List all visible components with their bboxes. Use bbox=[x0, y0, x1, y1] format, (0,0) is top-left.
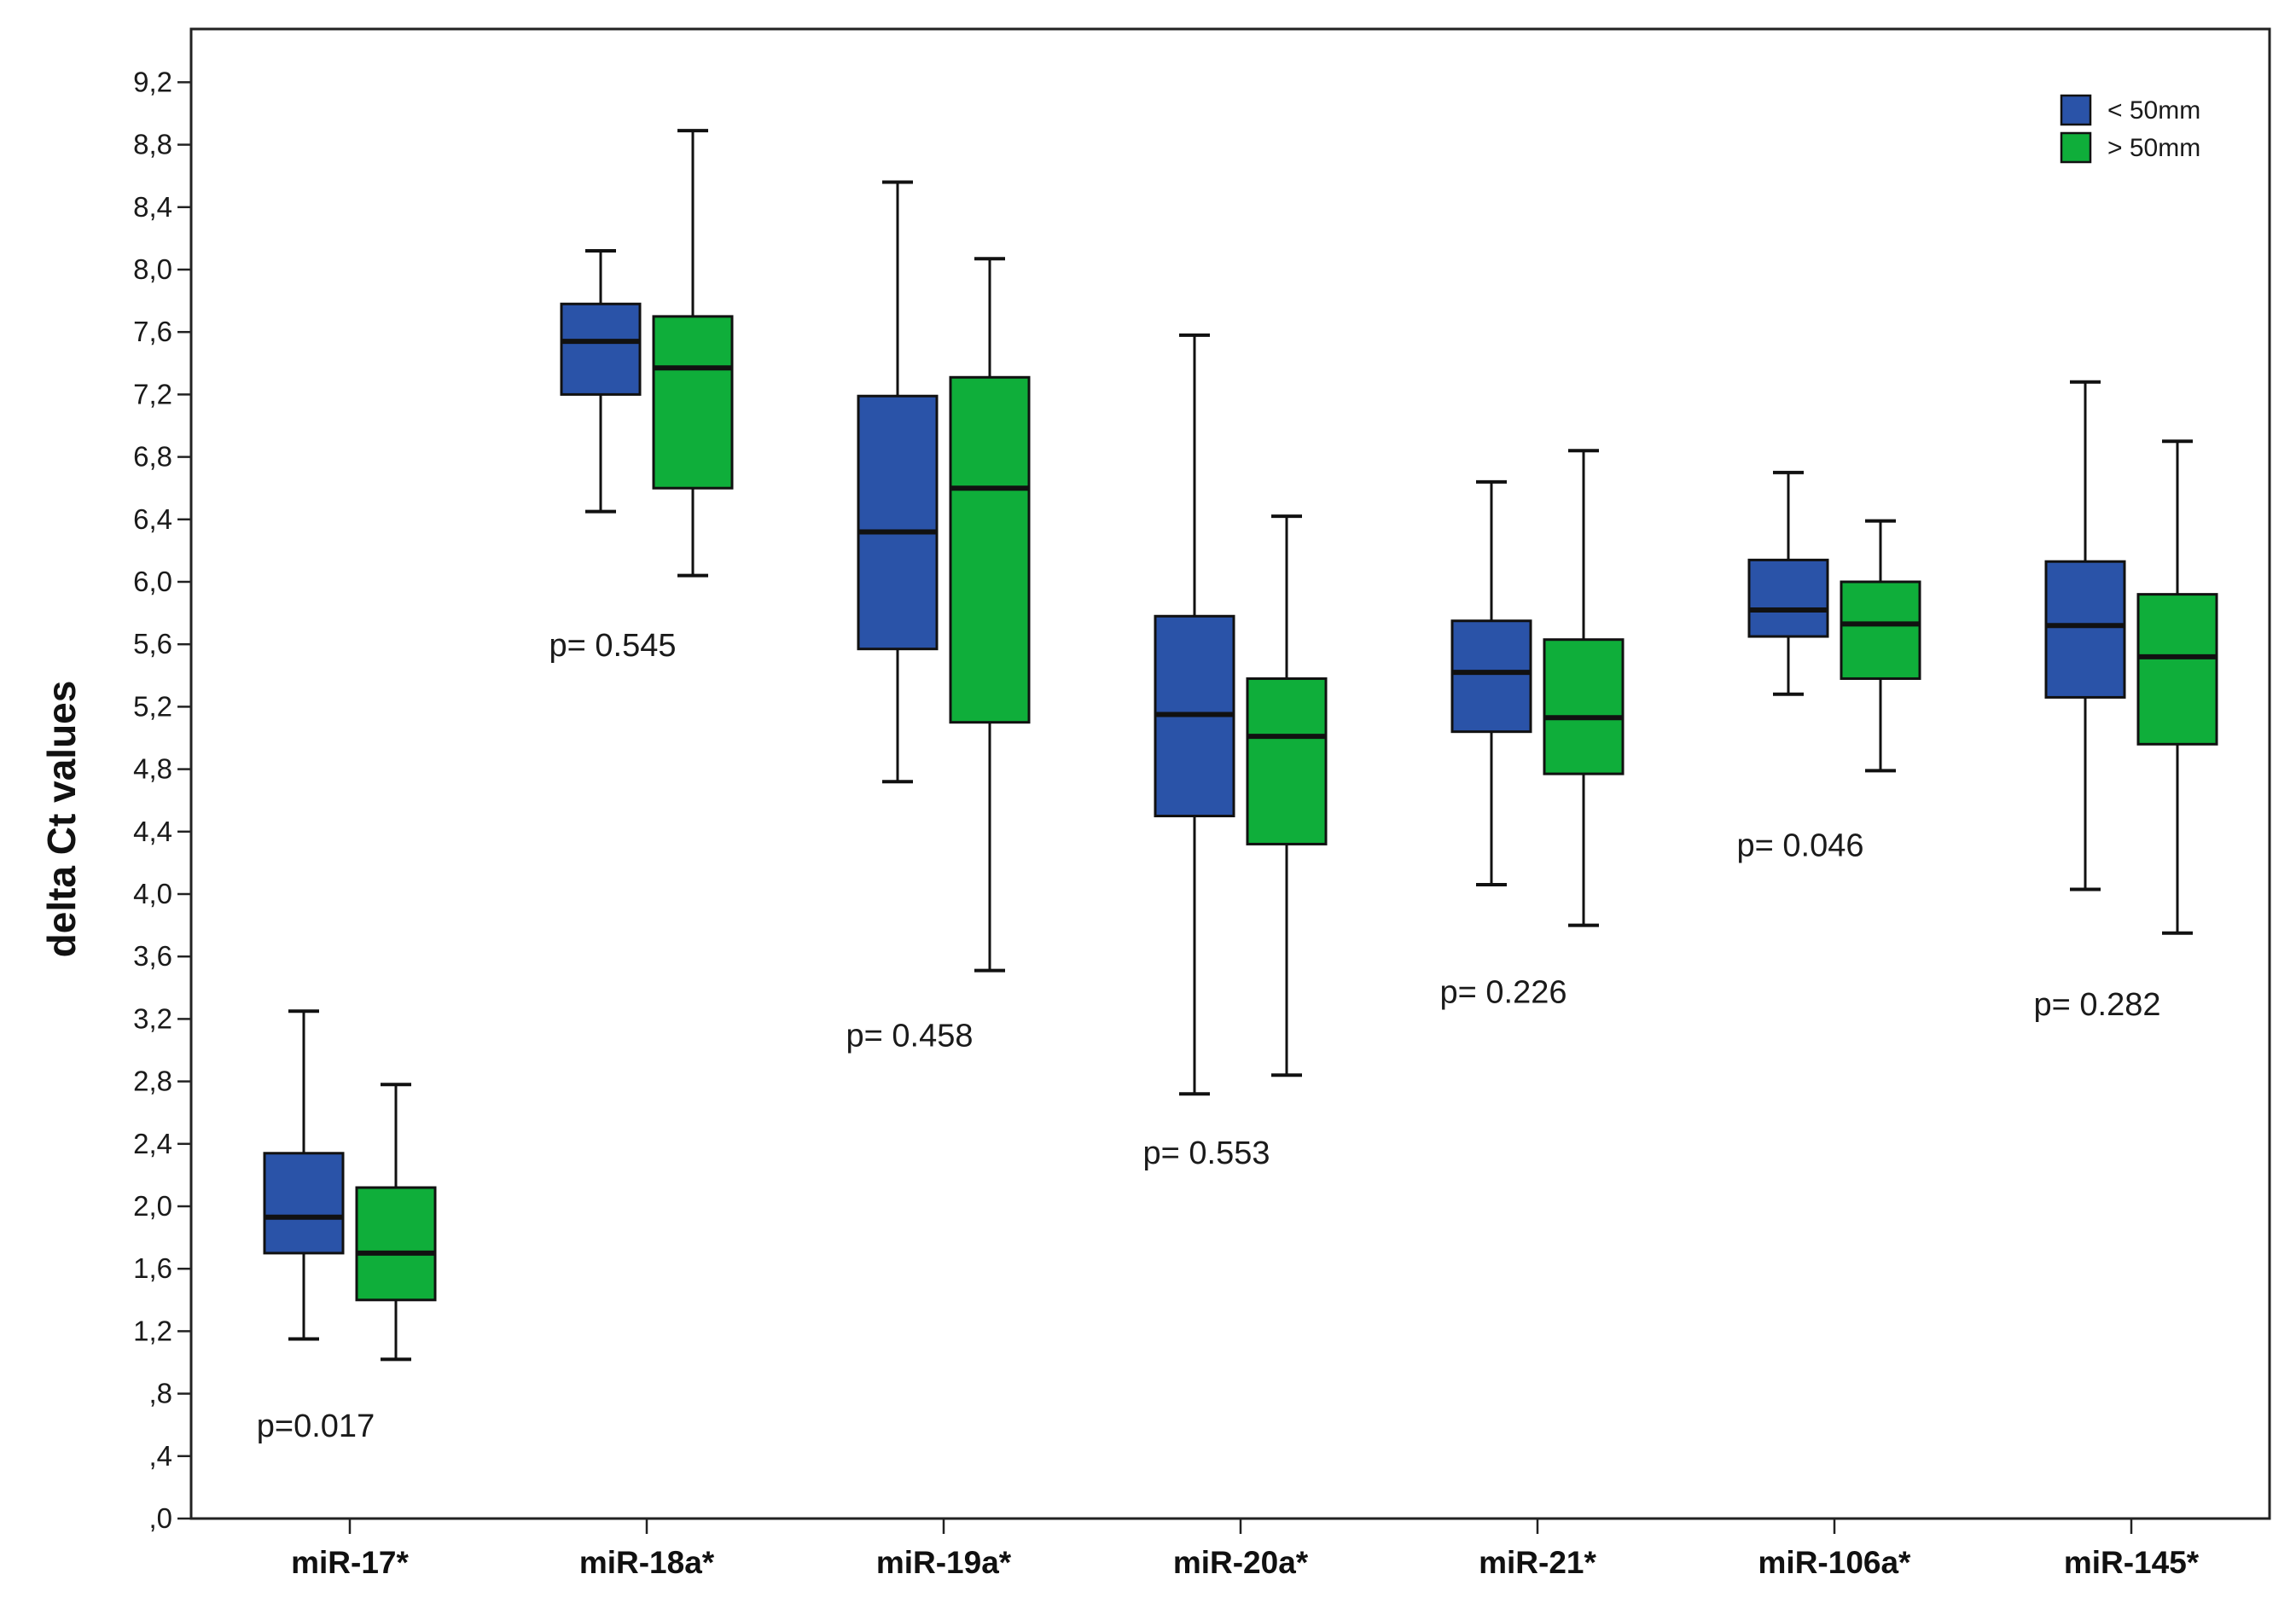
y-tick-label: ,8 bbox=[148, 1378, 172, 1409]
legend-swatch bbox=[2060, 94, 2092, 126]
y-tick-label: 6,0 bbox=[133, 566, 172, 597]
y-tick-label: 3,6 bbox=[133, 940, 172, 972]
y-tick-label: 4,0 bbox=[133, 878, 172, 909]
iqr-box bbox=[1246, 677, 1328, 845]
box-lt50 bbox=[560, 249, 642, 514]
iqr-box bbox=[857, 394, 939, 651]
y-tick-label: ,4 bbox=[148, 1440, 172, 1472]
y-tick-label: 9,2 bbox=[133, 66, 172, 97]
y-tick-label: 7,6 bbox=[133, 316, 172, 347]
y-tick-label: 8,8 bbox=[133, 129, 172, 160]
p-value-label: p= 0.046 bbox=[1737, 828, 1864, 863]
y-tick-label: 7,2 bbox=[133, 378, 172, 409]
box-lt50 bbox=[857, 180, 939, 784]
y-tick-label: ,0 bbox=[148, 1502, 172, 1534]
box-gt50 bbox=[1543, 449, 1625, 927]
y-tick-label: 2,8 bbox=[133, 1066, 172, 1097]
iqr-box bbox=[1747, 558, 1829, 638]
y-tick-label: 2,4 bbox=[133, 1128, 172, 1159]
y-tick-label: 1,6 bbox=[133, 1252, 172, 1284]
y-tick-label: 8,0 bbox=[133, 253, 172, 285]
y-tick-label: 2,0 bbox=[133, 1190, 172, 1222]
iqr-box bbox=[652, 315, 734, 490]
x-category-label: miR-21* bbox=[1479, 1545, 1596, 1580]
iqr-box bbox=[1543, 638, 1625, 775]
x-category-label: miR-145* bbox=[2064, 1545, 2200, 1580]
y-tick-label: 3,2 bbox=[133, 1002, 172, 1034]
y-tick-label: 5,6 bbox=[133, 628, 172, 659]
p-value-label: p= 0.458 bbox=[846, 1019, 974, 1054]
y-tick-label: 4,8 bbox=[133, 753, 172, 785]
y-tick-label: 8,4 bbox=[133, 191, 172, 223]
box-gt50 bbox=[949, 257, 1031, 973]
box-plots bbox=[263, 129, 2218, 1362]
iqr-box bbox=[1450, 619, 1532, 734]
box-lt50 bbox=[1154, 333, 1235, 1096]
y-axis-label: delta Ct values bbox=[39, 681, 84, 958]
y-axis: ,0 ,4 ,8 1,2 1,6 2,0 2,4 2,8 3,2 3,6 4,0 4,4 4,8 5,2 5… bbox=[133, 66, 191, 1534]
x-axis: miR-17* miR-18a* miR-19a* miR-20a* miR-21* mi… bbox=[291, 1519, 2200, 1580]
y-tick-label: 5,2 bbox=[133, 690, 172, 722]
iqr-box bbox=[949, 375, 1031, 724]
p-value-label: p=0.017 bbox=[257, 1408, 375, 1444]
iqr-box bbox=[1840, 580, 1921, 680]
x-category-label: miR-18a* bbox=[579, 1545, 715, 1580]
iqr-box bbox=[2136, 593, 2218, 746]
iqr-box bbox=[560, 302, 642, 396]
box-gt50 bbox=[1246, 514, 1328, 1077]
iqr-box bbox=[2044, 560, 2126, 699]
legend-swatch bbox=[2060, 131, 2092, 164]
p-value-annotations: p=0.017 p= 0.545 p= 0.458 p= 0.553 p= 0.226 p… bbox=[257, 628, 2161, 1444]
x-category-label: miR-20a* bbox=[1173, 1545, 1309, 1580]
box-gt50 bbox=[2136, 439, 2218, 935]
box-lt50 bbox=[263, 1009, 345, 1341]
y-tick-label: 4,4 bbox=[133, 816, 172, 847]
box-lt50 bbox=[1450, 479, 1532, 887]
x-category-label: miR-106a* bbox=[1758, 1545, 1912, 1580]
box-gt50 bbox=[652, 129, 734, 578]
iqr-box bbox=[263, 1152, 345, 1255]
y-tick-label: 6,4 bbox=[133, 503, 172, 535]
legend-label: < 50mm bbox=[2107, 96, 2200, 125]
box-gt50 bbox=[1840, 519, 1921, 773]
legend-label: > 50mm bbox=[2107, 134, 2200, 162]
p-value-label: p= 0.545 bbox=[549, 628, 677, 664]
p-value-label: p= 0.282 bbox=[2034, 987, 2161, 1023]
box-lt50 bbox=[1747, 470, 1829, 696]
y-tick-label: 6,8 bbox=[133, 441, 172, 473]
legend: < 50mm > 50mm bbox=[2060, 94, 2200, 164]
p-value-label: p= 0.226 bbox=[1440, 974, 1567, 1010]
box-gt50 bbox=[355, 1083, 437, 1362]
box-lt50 bbox=[2044, 380, 2126, 892]
iqr-box bbox=[355, 1186, 437, 1302]
x-category-label: miR-19a* bbox=[876, 1545, 1012, 1580]
y-tick-label: 1,2 bbox=[133, 1315, 172, 1346]
p-value-label: p= 0.553 bbox=[1143, 1135, 1270, 1171]
x-category-label: miR-17* bbox=[291, 1545, 409, 1580]
